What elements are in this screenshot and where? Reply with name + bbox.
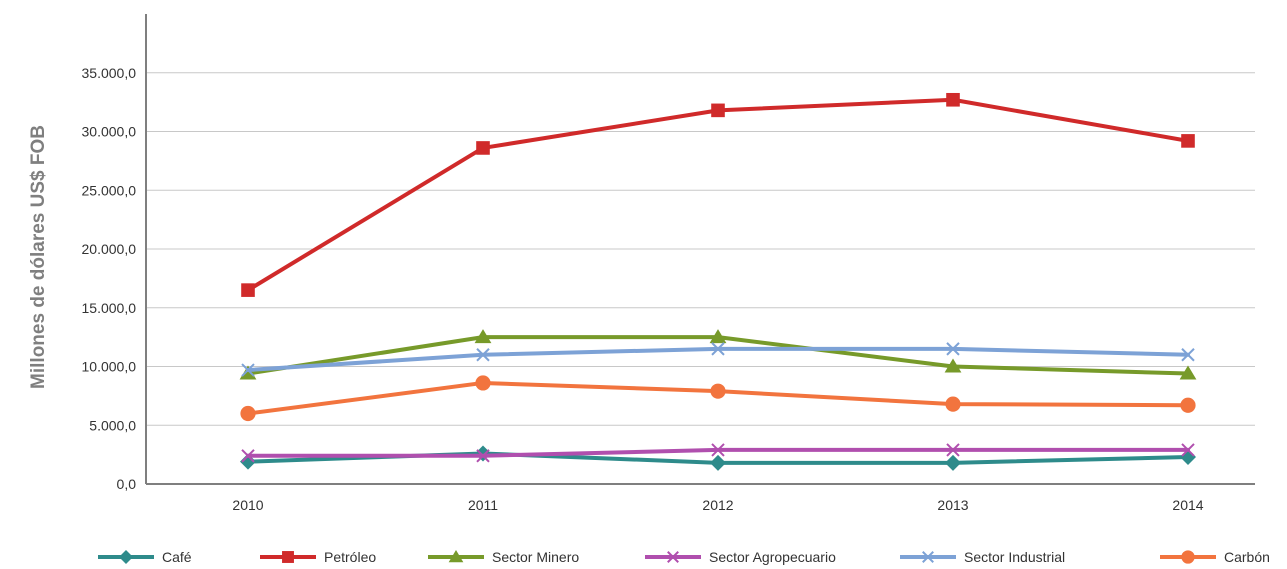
- legend-item: Sector Minero: [428, 549, 579, 565]
- data-point: [241, 449, 255, 463]
- series-group: [239, 329, 1197, 380]
- data-point: [711, 342, 725, 356]
- legend-label: Sector Agropecuario: [709, 549, 836, 565]
- data-point: [1180, 397, 1196, 413]
- y-tick-labels: 0,0 5.000,0 10.000,0 15.000,0 20.000,0 25.000…: [82, 65, 137, 492]
- data-point: [1181, 550, 1195, 564]
- series-line: [246, 97, 1190, 293]
- y-axis-label: Millones de dólares US$ FOB: [28, 125, 49, 389]
- legend-label: Carbón: [1224, 549, 1270, 565]
- legend-label: Sector Industrial: [964, 549, 1065, 565]
- series-group: [241, 342, 1195, 377]
- y-tick-label: 20.000,0: [82, 241, 137, 257]
- data-point: [946, 342, 960, 356]
- y-tick-label: 15.000,0: [82, 300, 137, 316]
- legend: Café Petróleo Sector Minero Sector Agropecu…: [98, 549, 1270, 565]
- x-tick-label: 2010: [232, 497, 263, 513]
- legend-item: Café: [98, 549, 192, 565]
- data-point: [448, 550, 464, 563]
- legend-item: Carbón: [1160, 549, 1270, 565]
- data-point: [475, 445, 491, 462]
- x-tick-label: 2014: [1172, 497, 1203, 513]
- axes: [145, 14, 1255, 485]
- x-tick-labels: 2010 2011 2012 2013 2014: [232, 497, 1203, 513]
- y-tick-label: 25.000,0: [82, 182, 137, 198]
- series-group: [240, 375, 1196, 422]
- data-point: [944, 358, 962, 373]
- data-point: [1181, 348, 1195, 362]
- series-group: [241, 443, 1195, 463]
- data-point: [1179, 365, 1197, 380]
- y-tick-label: 30.000,0: [82, 124, 137, 140]
- x-tick-label: 2013: [937, 497, 968, 513]
- y-tick-label: 0,0: [117, 476, 137, 492]
- data-point: [922, 551, 934, 563]
- data-point: [1181, 134, 1195, 148]
- x-tick-label: 2011: [468, 497, 498, 513]
- series: [239, 92, 1197, 471]
- data-point: [240, 405, 256, 422]
- x-tick-label: 2012: [702, 497, 733, 513]
- y-tick-label: 5.000,0: [89, 417, 136, 433]
- data-point: [282, 551, 294, 563]
- legend-item: Petróleo: [260, 549, 376, 565]
- data-point: [239, 365, 257, 380]
- data-point: [946, 92, 960, 107]
- data-point: [476, 348, 490, 362]
- y-tick-label: 35.000,0: [82, 65, 137, 81]
- data-point: [241, 283, 255, 297]
- data-point: [945, 454, 961, 471]
- legend-item: Sector Industrial: [900, 549, 1065, 565]
- data-point: [474, 329, 492, 344]
- data-point: [476, 449, 490, 463]
- data-point: [945, 396, 961, 412]
- legend-label: Sector Minero: [492, 549, 579, 565]
- legend-item: Sector Agropecuario: [645, 549, 836, 565]
- data-point: [667, 551, 679, 563]
- y-tick-label: 10.000,0: [82, 359, 137, 375]
- data-point: [711, 443, 725, 457]
- data-point: [710, 383, 726, 399]
- legend-label: Petróleo: [324, 549, 376, 565]
- data-point: [476, 141, 490, 155]
- data-point: [119, 550, 133, 564]
- data-point: [241, 363, 255, 377]
- data-point: [475, 375, 491, 391]
- legend-label: Café: [162, 549, 192, 565]
- data-point: [711, 103, 725, 118]
- data-point: [1181, 443, 1195, 457]
- series-group: [241, 92, 1195, 297]
- data-point: [946, 443, 960, 457]
- data-point: [709, 329, 727, 344]
- data-point: [710, 454, 726, 471]
